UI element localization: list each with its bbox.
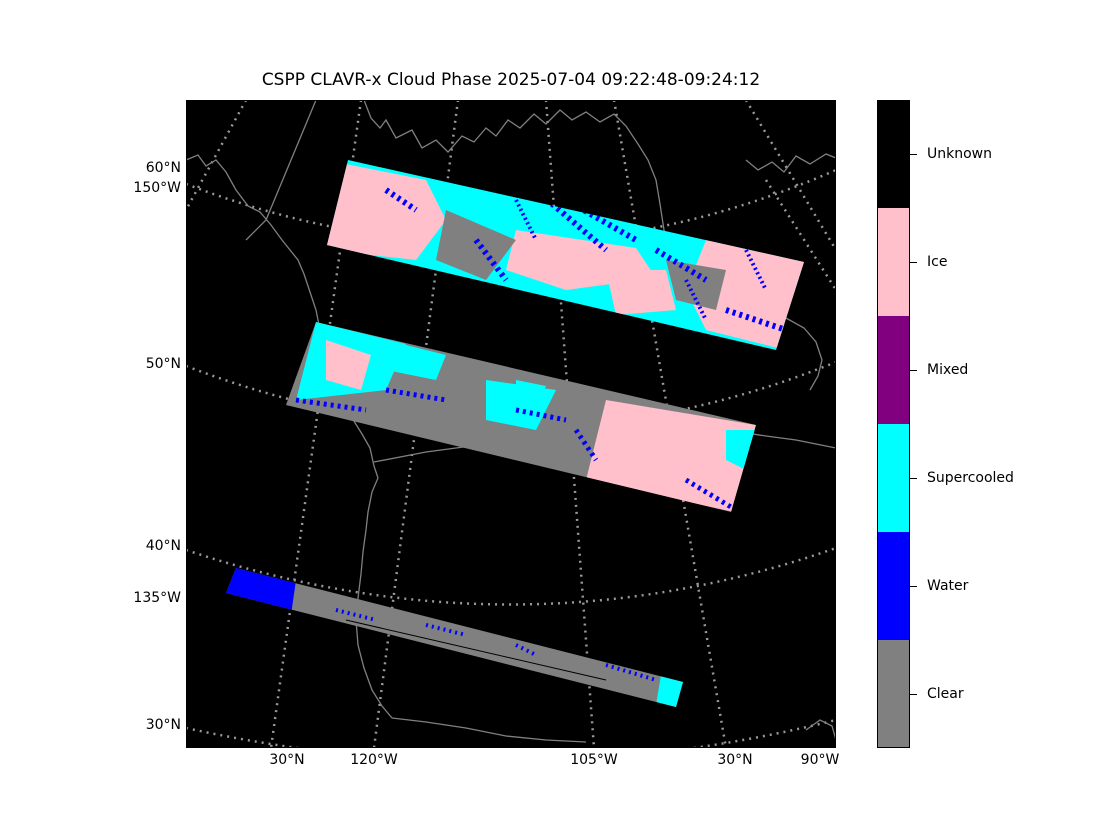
colorbar-tick-clear [910,694,917,695]
colorbar-label-water: Water [927,578,969,594]
lon-label-135w: 135°W [133,590,181,606]
map-border [186,100,836,748]
bottom-label-105w: 105°W [570,752,618,768]
colorbar-canvas [877,100,910,748]
map-panel [186,100,836,748]
map-canvas [186,100,836,748]
bottom-label-30n-right: 30°N [717,752,753,768]
bottom-label-90w: 90°W [800,752,840,768]
colorbar-swatch-unknown [877,100,910,209]
bottom-label-30n-left: 30°N [269,752,305,768]
colorbar-swatch-mixed [877,316,910,425]
lat-label-30n: 30°N [145,717,181,733]
colorbar-label-mixed: Mixed [927,362,969,378]
colorbar-swatch-supercooled [877,424,910,533]
colorbar [877,100,910,748]
graticule [186,100,836,748]
colorbar-tick-ice [910,262,917,263]
lon-label-150w: 150°W [133,180,181,196]
colorbar-border [877,100,910,748]
map-title: CSPP CLAVR-x Cloud Phase 2025-07-04 09:2… [261,70,761,90]
colorbar-tick-water [910,586,917,587]
colorbar-swatch-water [877,532,910,641]
colorbar-swatch-ice [877,208,910,317]
lat-label-50n: 50°N [145,356,181,372]
bottom-label-120w: 120°W [350,752,398,768]
colorbar-tick-unknown [910,154,917,155]
colorbar-label-unknown: Unknown [927,146,992,162]
colorbar-tick-mixed [910,370,917,371]
colorbar-label-supercooled: Supercooled [927,470,1014,486]
colorbar-swatch-clear [877,640,910,748]
colorbar-label-clear: Clear [927,686,964,702]
colorbar-tick-supercooled [910,478,917,479]
colorbar-label-ice: Ice [927,254,948,270]
lat-label-40n: 40°N [145,538,181,554]
lat-label-60n: 60°N [145,160,181,176]
